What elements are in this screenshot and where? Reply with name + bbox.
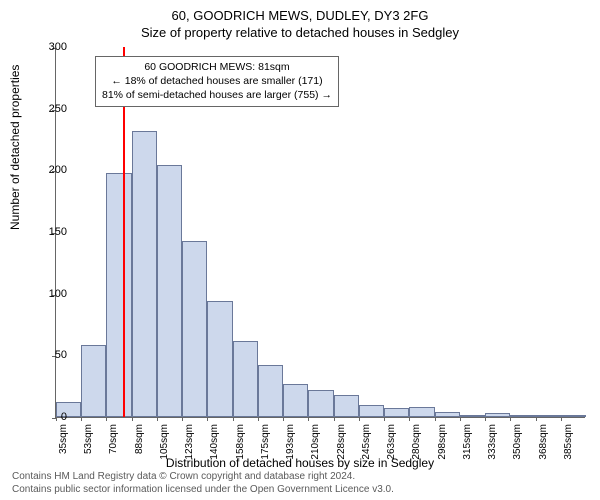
x-tick-mark [308,417,309,421]
histogram-bar [485,413,510,417]
chart-area: 35sqm53sqm70sqm88sqm105sqm123sqm140sqm15… [55,48,585,418]
x-tick-mark [359,417,360,421]
annotation-line1: 60 GOODRICH MEWS: 81sqm [102,60,332,74]
histogram-bar [384,408,409,417]
histogram-bar [233,341,258,417]
x-tick-mark [81,417,82,421]
x-tick-mark [334,417,335,421]
x-tick-mark [510,417,511,421]
histogram-bar [283,384,308,417]
histogram-bar [409,407,434,417]
histogram-bar [81,345,106,417]
x-axis-label: Distribution of detached houses by size … [0,456,600,470]
histogram-bar [536,415,561,417]
y-tick-label: 300 [37,41,67,53]
footer-line1: Contains HM Land Registry data © Crown c… [12,471,394,484]
x-tick-mark [182,417,183,421]
y-axis-label: Number of detached properties [8,65,22,230]
y-tick-label: 50 [37,349,67,361]
footer-attribution: Contains HM Land Registry data © Crown c… [12,471,394,496]
annotation-line2: ← 18% of detached houses are smaller (17… [102,74,332,88]
histogram-bar [258,365,283,417]
x-tick-mark [435,417,436,421]
histogram-bar [157,165,182,417]
x-tick-mark [561,417,562,421]
histogram-bar [182,241,207,417]
x-tick-mark [207,417,208,421]
histogram-bar [510,415,535,417]
page-title-address: 60, GOODRICH MEWS, DUDLEY, DY3 2FG [0,0,600,23]
x-tick-mark [283,417,284,421]
x-tick-mark [132,417,133,421]
footer-line2: Contains public sector information licen… [12,484,394,497]
histogram-bar [460,415,485,417]
x-tick-mark [384,417,385,421]
x-tick-mark [485,417,486,421]
histogram-bar [359,405,384,417]
histogram-bar [561,415,586,417]
histogram-bar [132,131,157,417]
x-tick-mark [258,417,259,421]
y-tick-label: 250 [37,103,67,115]
histogram-bar [106,173,131,417]
x-tick-mark [106,417,107,421]
histogram-bar [308,390,333,417]
histogram-bar [334,395,359,417]
x-tick-mark [460,417,461,421]
y-tick-label: 100 [37,288,67,300]
histogram-bar [435,412,460,417]
y-tick-label: 0 [37,411,67,423]
x-tick-mark [409,417,410,421]
x-tick-mark [157,417,158,421]
x-tick-mark [233,417,234,421]
page-subtitle: Size of property relative to detached ho… [0,23,600,40]
annotation-box: 60 GOODRICH MEWS: 81sqm ← 18% of detache… [95,56,339,107]
chart-container: 60, GOODRICH MEWS, DUDLEY, DY3 2FG Size … [0,0,600,500]
annotation-line3: 81% of semi-detached houses are larger (… [102,88,332,102]
x-tick-mark [536,417,537,421]
y-tick-label: 200 [37,164,67,176]
histogram-bar [207,301,232,417]
y-tick-label: 150 [37,226,67,238]
